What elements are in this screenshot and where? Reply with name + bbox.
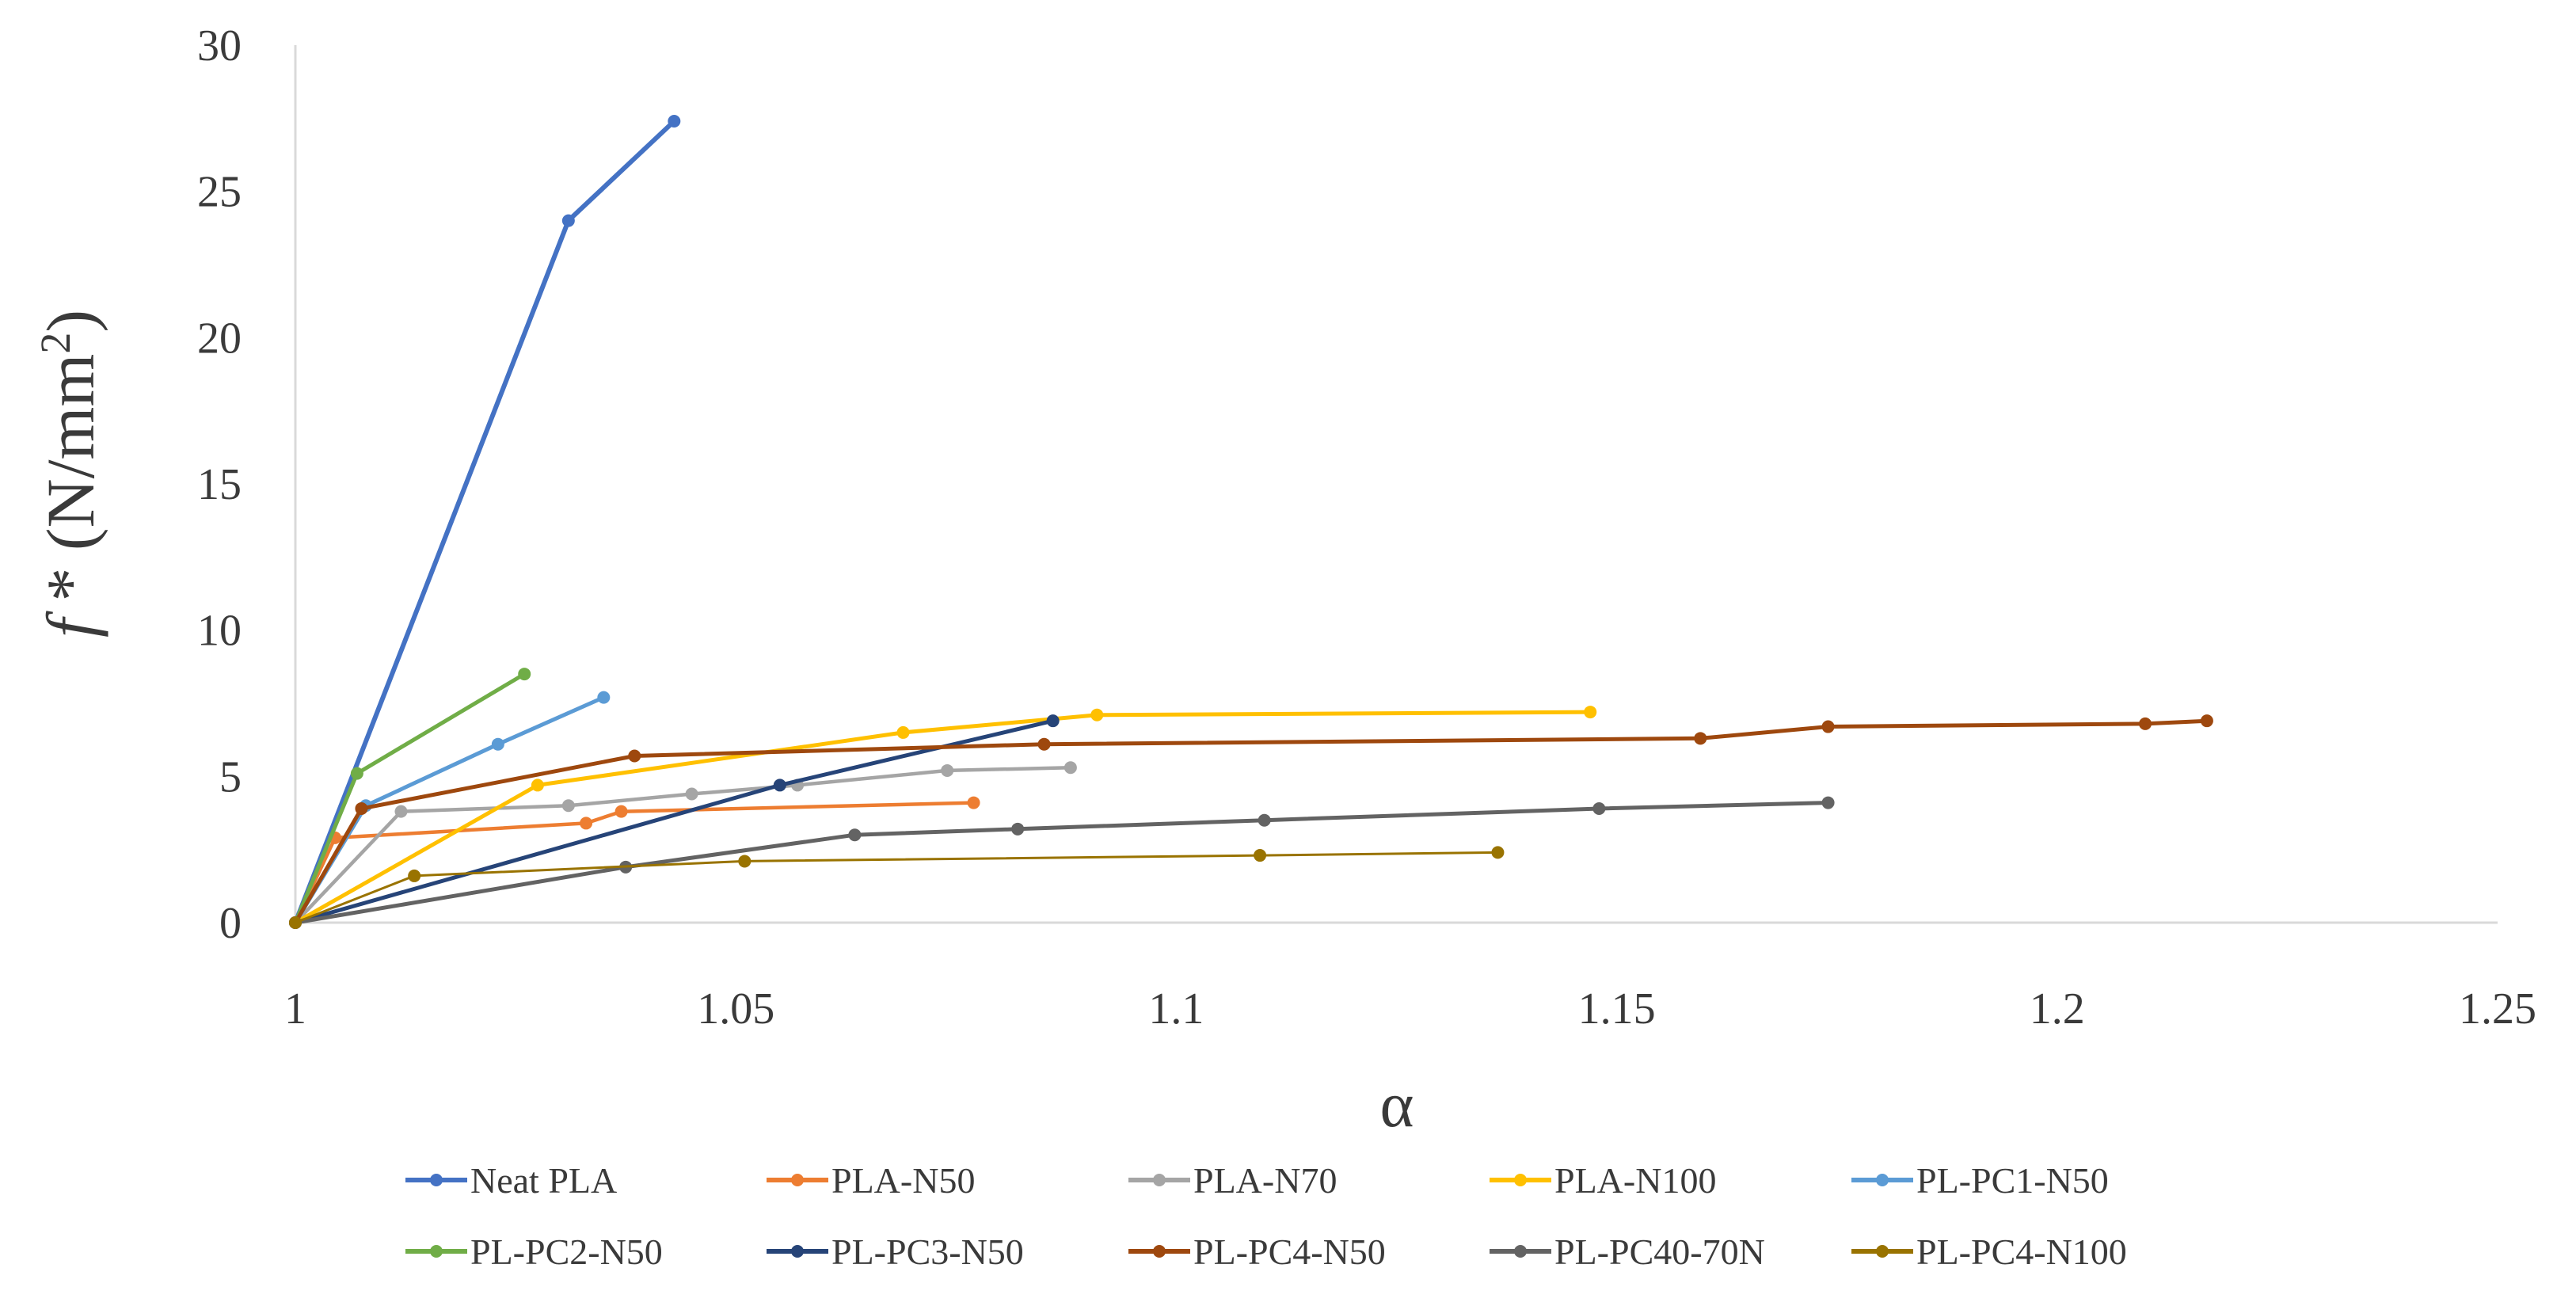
legend-label: PL-PC1-N50 (1916, 1160, 2109, 1201)
legend-item-pla-n100: PLA-N100 (1490, 1160, 1716, 1201)
series-line-pl-pc3-n50 (293, 718, 1056, 925)
data-point-pla-n50 (580, 817, 593, 830)
y-tick-label: 15 (197, 460, 242, 509)
x-tick-label: 1.05 (697, 984, 774, 1034)
legend-swatch-marker (430, 1245, 443, 1258)
legend-item-pl-pc3-n50: PL-PC3-N50 (767, 1232, 1024, 1272)
data-point-pl-pc4-n50 (2139, 717, 2152, 730)
data-point-pla-n100 (896, 725, 910, 739)
data-point-pl-pc1-n50 (491, 737, 504, 751)
legend-label: Neat PLA (470, 1160, 617, 1201)
x-tick-label: 1.15 (1578, 984, 1656, 1034)
data-point-pl-pc4-n50 (1037, 737, 1051, 751)
legend-item-pl-pc1-n50: PL-PC1-N50 (1851, 1160, 2109, 1201)
data-point-pl-pc1-n50 (597, 691, 611, 704)
data-point-pla-n50 (615, 805, 628, 818)
legend-swatch-marker (1876, 1174, 1889, 1186)
data-point-pl-pc40-70n (1592, 801, 1606, 815)
data-point-pl-pc40-70n (1011, 822, 1025, 836)
legend-item-pl-pc2-n50: PL-PC2-N50 (405, 1232, 663, 1272)
legend-swatch-marker (791, 1174, 804, 1186)
legend-label: PLA-N50 (831, 1160, 975, 1201)
y-tick-label: 0 (219, 899, 242, 948)
data-point-pl-pc2-n50 (518, 668, 531, 681)
x-tick-label: 1 (284, 984, 306, 1034)
series-pla-n50 (289, 796, 980, 929)
legend-swatch-marker (1153, 1174, 1166, 1186)
y-axis-title-main: * (N/mm (32, 354, 108, 619)
legend-label: PL-PC3-N50 (831, 1232, 1024, 1272)
data-point-pl-pc40-70n (1821, 796, 1835, 809)
y-tick-label: 25 (197, 168, 242, 217)
x-axis-title: α (1380, 1068, 1414, 1140)
data-point-pl-pc2-n50 (350, 767, 363, 780)
series-line-pl-pc40-70n (293, 801, 1831, 925)
legend-label: PLA-N100 (1554, 1160, 1716, 1201)
data-point-pl-pc4-n50 (2200, 714, 2213, 728)
data-point-pl-pc4-n100 (1254, 849, 1267, 862)
data-point-pl-pc4-n100 (289, 916, 302, 929)
data-point-pl-pc4-n50 (1821, 720, 1835, 733)
legend: Neat PLA PLA-N50 PLA-N70 PLA-N100 PL-PC1-N50… (405, 1160, 2127, 1272)
data-point-pla-n70 (561, 799, 575, 813)
series-layer (289, 115, 2213, 929)
x-tick-label: 1.25 (2459, 984, 2536, 1034)
data-point-pl-pc4-n100 (1491, 846, 1505, 859)
data-point-pl-pc3-n50 (1046, 714, 1060, 728)
y-tick-label: 20 (197, 314, 242, 363)
series-pl-pc4-n100 (289, 846, 1505, 929)
x-tick-label: 1.1 (1148, 984, 1204, 1034)
y-axis-title-superscript: 2 (32, 333, 79, 354)
data-point-pla-n70 (685, 787, 698, 801)
legend-label: PL-PC4-N50 (1193, 1232, 1386, 1272)
legend-label: PL-PC40-70N (1554, 1232, 1765, 1272)
axes (294, 45, 2498, 924)
legend-item-pla-n50: PLA-N50 (767, 1160, 975, 1201)
x-tick-label: 1.2 (2030, 984, 2085, 1034)
legend-swatch-marker (1514, 1245, 1527, 1258)
legend-swatch-marker (1876, 1245, 1889, 1258)
data-point-pla-n100 (1090, 708, 1104, 721)
series-line-pla-n70 (293, 766, 1073, 925)
data-point-pla-n70 (1064, 761, 1077, 775)
legend-label: PL-PC4-N100 (1916, 1232, 2127, 1272)
series-line-pl-pc4-n100 (294, 851, 1499, 924)
data-point-pla-n50 (967, 796, 980, 809)
data-point-pl-pc4-n50 (355, 801, 368, 815)
legend-item-pl-pc4-n100: PL-PC4-N100 (1851, 1232, 2127, 1272)
y-tick-label: 5 (219, 752, 242, 801)
y-axis-title: f * (N/mm2) (32, 310, 108, 638)
data-point-pl-pc4-n100 (738, 855, 751, 868)
data-point-pl-pc40-70n (1258, 813, 1271, 827)
legend-swatch-marker (791, 1245, 804, 1258)
legend-label: PLA-N70 (1193, 1160, 1337, 1201)
data-point-pla-n70 (941, 763, 954, 777)
x-tick-labels: 1 1.05 1.1 1.15 1.2 1.25 (284, 984, 2536, 1034)
y-tick-label: 30 (197, 21, 242, 70)
legend-item-neat-pla: Neat PLA (405, 1160, 617, 1201)
data-point-pl-pc4-n50 (1694, 732, 1707, 745)
data-point-pl-pc40-70n (848, 828, 862, 842)
y-tick-label: 10 (197, 607, 242, 656)
data-point-neat-pla (668, 115, 681, 128)
data-point-pla-n100 (531, 779, 544, 792)
legend-item-pla-n70: PLA-N70 (1128, 1160, 1337, 1201)
y-axis-title-close: ) (32, 310, 108, 333)
data-point-pla-n70 (394, 805, 408, 818)
y-tick-labels: 0 5 10 15 20 25 30 (197, 21, 242, 948)
data-point-pl-pc4-n50 (628, 749, 641, 763)
data-point-pl-pc3-n50 (773, 779, 786, 792)
legend-item-pl-pc40-70n: PL-PC40-70N (1490, 1232, 1765, 1272)
legend-label: PL-PC2-N50 (470, 1232, 663, 1272)
data-point-pl-pc4-n100 (408, 869, 421, 882)
legend-swatch-marker (1514, 1174, 1527, 1186)
series-line-pl-pc4-n50 (293, 718, 2209, 925)
series-pl-pc40-70n (289, 796, 1835, 929)
legend-swatch-marker (430, 1174, 443, 1186)
data-point-neat-pla (561, 214, 575, 227)
legend-item-pl-pc4-n50: PL-PC4-N50 (1128, 1232, 1386, 1272)
legend-swatch-marker (1153, 1245, 1166, 1258)
data-point-pla-n100 (1584, 706, 1597, 719)
